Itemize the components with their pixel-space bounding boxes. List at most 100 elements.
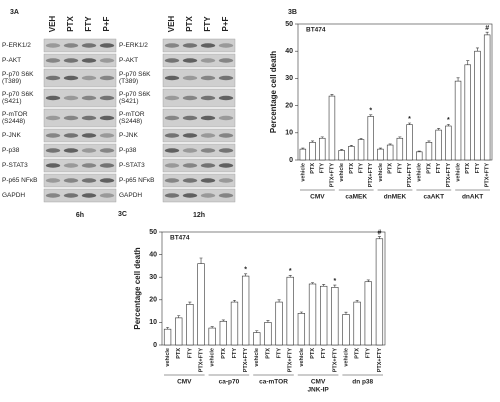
error-bar	[349, 145, 353, 147]
error-bar	[177, 315, 181, 318]
row-label: P-p65 NFκB	[119, 177, 154, 184]
bar	[286, 276, 294, 346]
row-label: P-p38	[119, 147, 137, 154]
blot-band	[81, 115, 97, 121]
blot-band	[45, 58, 61, 63]
error-bar	[232, 299, 236, 303]
row-label: (T389)	[119, 78, 138, 85]
blot-band	[63, 95, 79, 101]
lane-label: P+F	[102, 16, 111, 31]
panel-label: 3B	[288, 9, 297, 16]
row-label: P-mTOR	[119, 111, 145, 118]
x-tick-label: PTX+FTY	[407, 163, 413, 188]
blot-band	[200, 163, 216, 168]
blot-band	[45, 133, 61, 138]
blot-strip	[162, 108, 236, 128]
bar	[483, 34, 491, 161]
blot-band	[218, 163, 234, 168]
x-tick-label: PTX+FTY	[243, 348, 249, 373]
error-bar	[210, 326, 214, 329]
x-tick-label: FTY	[397, 163, 403, 174]
blot-strip	[162, 53, 236, 68]
error-bar	[456, 77, 460, 82]
blot-band	[218, 95, 234, 101]
bar	[342, 314, 350, 346]
group-label: dnMEK	[384, 194, 407, 201]
y-tick-label: 40	[149, 251, 157, 258]
row-label: P-JNK	[119, 132, 138, 139]
y-tick-label: 10	[285, 130, 293, 137]
x-tick-label: PTX+FTY	[368, 163, 374, 188]
error-bar	[369, 114, 373, 117]
annotation: *	[369, 108, 372, 115]
bar	[454, 80, 462, 161]
error-bar	[355, 299, 359, 303]
error-bar	[446, 124, 450, 126]
group-label: JNK-IP	[307, 387, 329, 394]
x-tick-label: vehicle	[378, 163, 384, 182]
blot-strip	[162, 68, 236, 88]
bar	[208, 327, 216, 346]
bar	[435, 129, 442, 161]
blot-band	[81, 193, 97, 198]
error-bar	[398, 136, 402, 139]
blot-band	[99, 115, 115, 121]
row-label: (S421)	[119, 98, 139, 105]
blot-band	[99, 133, 115, 138]
lane-label: FTY	[203, 16, 212, 32]
x-tick-label: PTX	[176, 348, 182, 359]
blot-band	[200, 115, 216, 121]
blot-strip	[43, 128, 117, 143]
x-tick-label: vehicle	[299, 348, 305, 367]
bar	[264, 322, 272, 346]
x-tick-label: FTY	[359, 163, 365, 174]
x-tick-label: vehicle	[165, 348, 171, 367]
error-bar	[359, 137, 363, 140]
error-bar	[427, 140, 431, 143]
blot-band	[164, 178, 180, 183]
group-label: CMV	[310, 194, 325, 201]
annotation: *	[244, 267, 247, 274]
row-label: P-ERK1/2	[119, 42, 148, 49]
blot-band	[200, 58, 216, 63]
blot-strip	[43, 143, 117, 158]
bar	[309, 142, 316, 161]
blot-strip	[43, 158, 117, 173]
error-bar	[417, 150, 421, 152]
lane-label: FTY	[84, 16, 93, 32]
blot-band	[164, 58, 180, 63]
blot-band	[182, 43, 198, 48]
row-label: P-AKT	[119, 57, 138, 64]
error-bar	[199, 257, 203, 264]
blot-band	[99, 148, 115, 153]
row-label: P-mTOR	[2, 111, 28, 118]
blot-band	[164, 75, 180, 81]
blot-band	[45, 163, 61, 168]
blot-band	[164, 148, 180, 153]
blot-band	[63, 148, 79, 153]
blot-band	[182, 163, 198, 168]
x-tick-label: PTX+FTY	[485, 163, 491, 188]
blot-band	[45, 178, 61, 183]
error-bar	[166, 327, 170, 330]
error-bar	[299, 311, 303, 314]
inner-label: BT474	[306, 27, 326, 34]
blot-band	[99, 95, 115, 101]
bar	[297, 313, 306, 346]
error-bar	[320, 136, 324, 139]
y-tick-label: 10	[149, 319, 157, 326]
error-bar	[437, 128, 441, 131]
row-label: P-p38	[2, 147, 20, 154]
blot-strip	[162, 188, 236, 203]
x-tick-label: PTX+FTY	[377, 348, 383, 373]
x-tick-label: PTX+FTY	[198, 348, 204, 373]
blot-band	[63, 75, 79, 81]
panel-label: 3C	[118, 211, 127, 218]
bar	[308, 283, 317, 346]
bar	[348, 146, 355, 161]
bar	[219, 320, 227, 346]
blot-band	[164, 43, 180, 48]
blot-band	[200, 148, 216, 153]
x-tick-label: vehicle	[210, 348, 216, 367]
blot-strip	[162, 128, 236, 143]
